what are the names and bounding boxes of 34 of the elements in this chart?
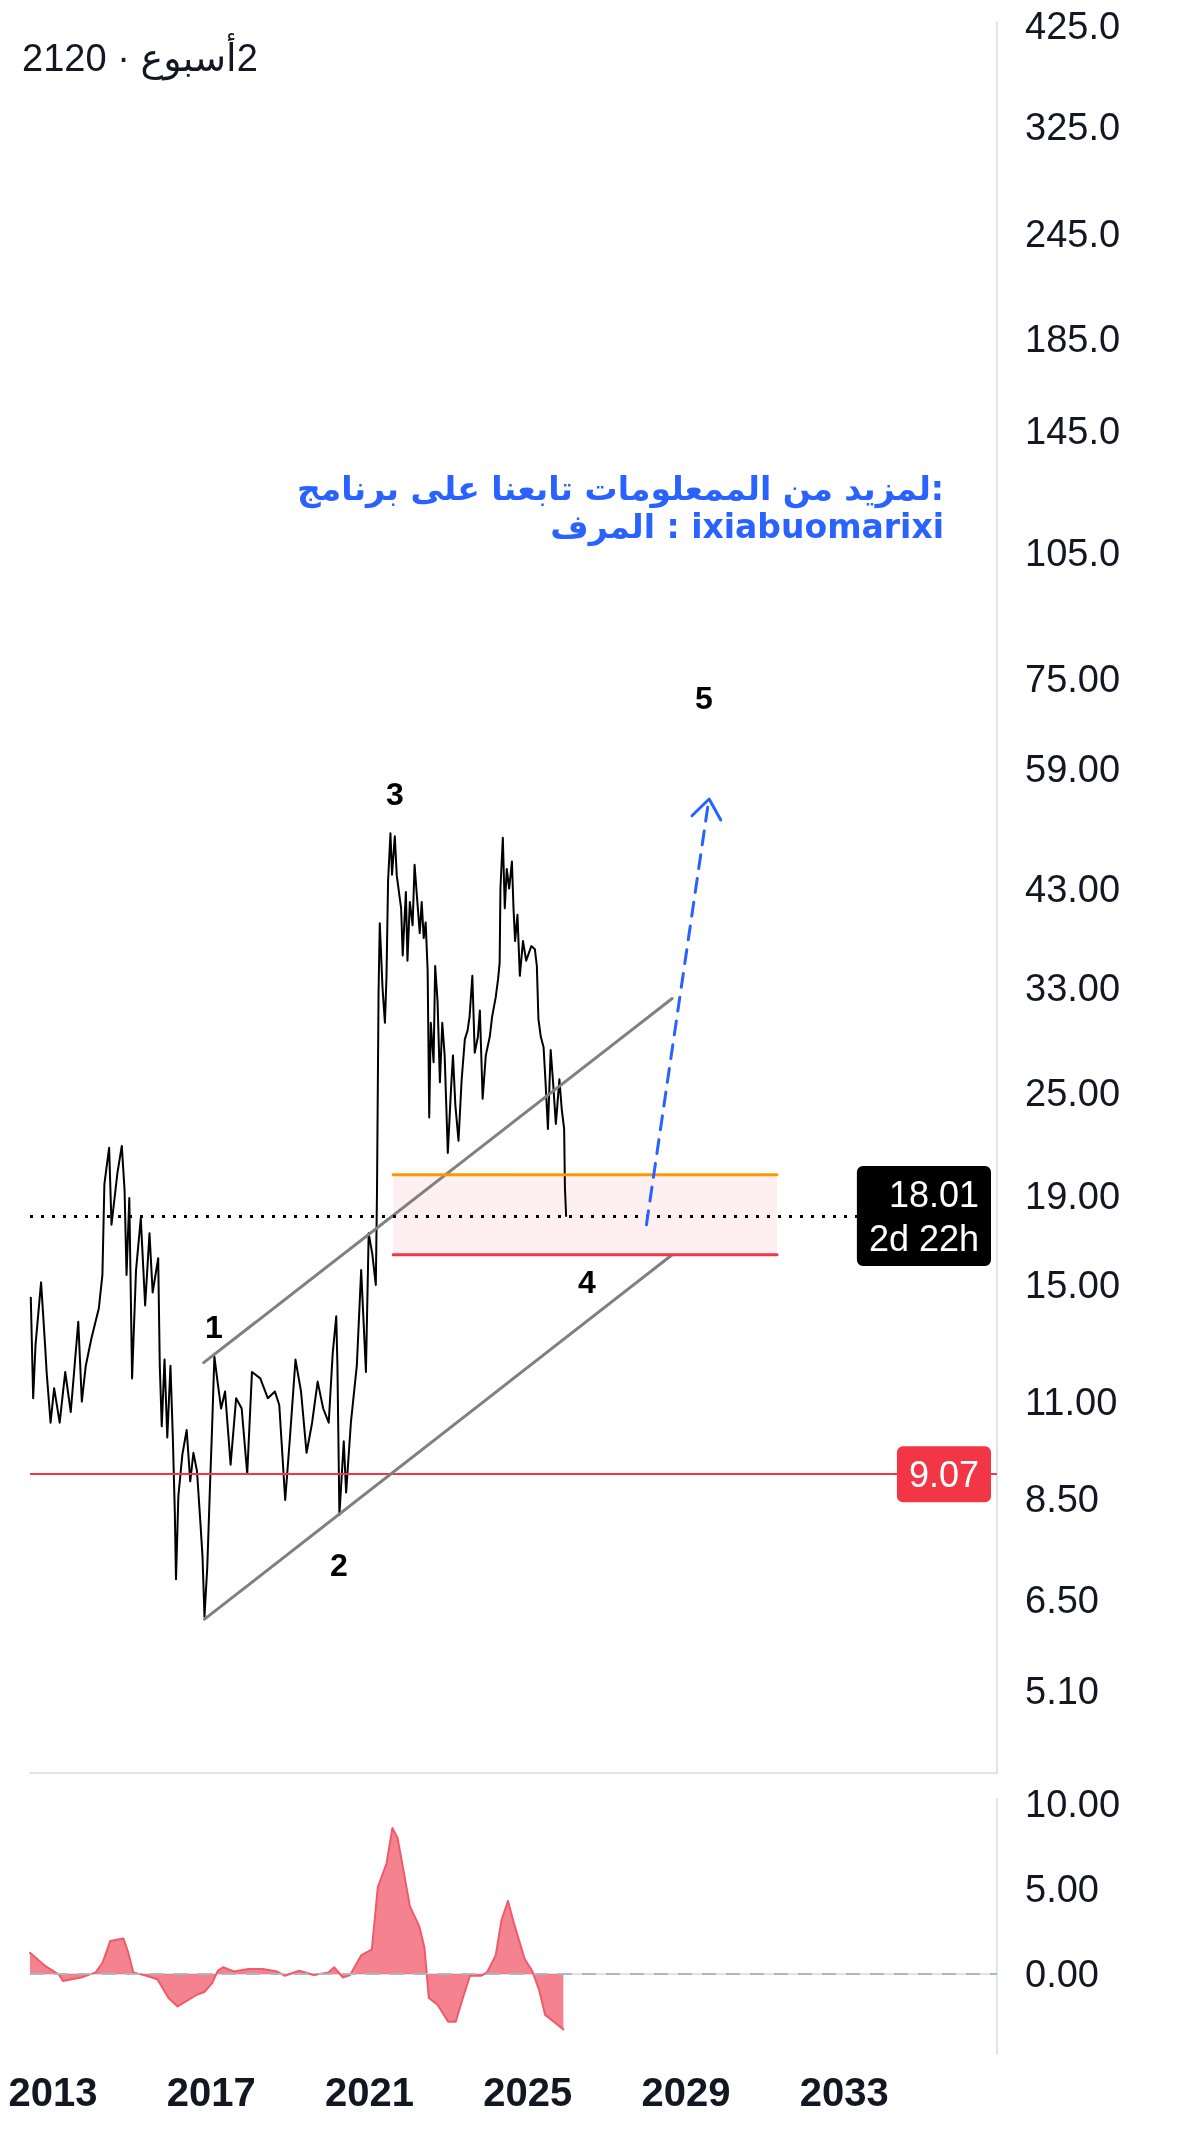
y-tick-label: 10.00 bbox=[1025, 1783, 1121, 1826]
y-tick-label: 75.00 bbox=[1025, 658, 1121, 701]
x-tick-label: 2017 bbox=[166, 2070, 256, 2114]
y-tick-label: 5.00 bbox=[1025, 1868, 1099, 1911]
y-tick-label: 0.00 bbox=[1025, 1953, 1099, 1996]
y-tick-label: 185.0 bbox=[1025, 318, 1121, 361]
y-tick-label: 105.0 bbox=[1025, 531, 1121, 574]
ref-line-label: 18.01 2d 22h bbox=[868, 1173, 979, 1259]
y-tick-label: 33.00 bbox=[1025, 967, 1121, 1010]
y-tick-label: 8.50 bbox=[1025, 1477, 1099, 1520]
y-tick-label: 15.00 bbox=[1025, 1263, 1121, 1306]
y-tick-label: 5.10 bbox=[1025, 1669, 1099, 1712]
x-tick-label: 2029 bbox=[641, 2070, 731, 2114]
annotation: 3 bbox=[386, 776, 404, 812]
annotation: :لمزيد من الممعلومات تابعنا على برنامج ixiabuomarixi : المرف bbox=[297, 469, 944, 546]
x-tick-label: 2013 bbox=[8, 2070, 98, 2114]
y-tick-label: 245.0 bbox=[1025, 212, 1121, 255]
y-tick-label: 19.00 bbox=[1025, 1174, 1121, 1217]
y-tick-label: 145.0 bbox=[1025, 410, 1121, 453]
y-tick-label: 43.00 bbox=[1025, 867, 1121, 910]
annotation: 2 bbox=[330, 1547, 348, 1583]
y-tick-label: 59.00 bbox=[1025, 748, 1121, 791]
y-tick-label: 425.0 bbox=[1025, 5, 1121, 48]
annotation: 5 bbox=[695, 680, 713, 716]
ref-line-label: 9.07 bbox=[908, 1453, 979, 1495]
y-tick-label: 25.00 bbox=[1025, 1071, 1121, 1114]
annotation: 4 bbox=[578, 1264, 596, 1300]
x-tick-label: 2025 bbox=[483, 2070, 573, 2114]
y-tick-label: 11.00 bbox=[1025, 1380, 1118, 1423]
x-tick-label: 2021 bbox=[324, 2070, 414, 2114]
x-tick-label: 2033 bbox=[799, 2070, 889, 2114]
y-tick-label: 6.50 bbox=[1025, 1578, 1099, 1621]
y-tick-label: 325.0 bbox=[1025, 106, 1121, 149]
annotation: 1 bbox=[205, 1309, 223, 1345]
